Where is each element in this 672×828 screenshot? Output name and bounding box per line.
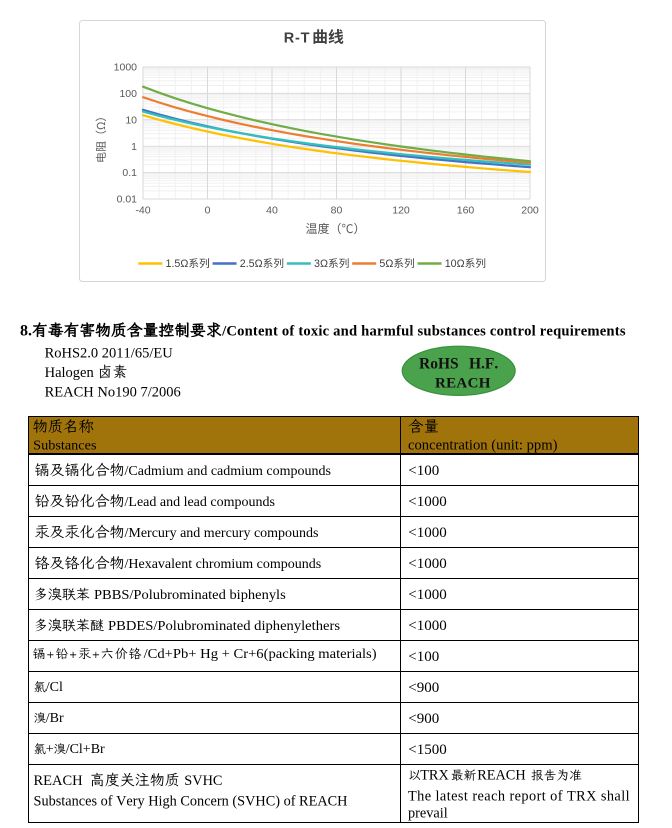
svg-text:H.F.: H.F. <box>469 355 498 372</box>
svg-text:/Cl+Br: /Cl+Br <box>66 742 105 757</box>
svg-text:<1000: <1000 <box>408 618 446 634</box>
svg-text:100: 100 <box>119 88 137 100</box>
svg-text:concentration (unit: ppm): concentration (unit: ppm) <box>408 438 558 454</box>
svg-text:<900: <900 <box>408 680 439 696</box>
svg-text:REACH: REACH <box>477 768 525 784</box>
svg-text:<1000: <1000 <box>408 525 446 541</box>
svg-text:10: 10 <box>125 114 137 126</box>
svg-text:8.: 8. <box>20 323 32 340</box>
svg-text:/Cadmium and cadmium compounds: /Cadmium and cadmium compounds <box>125 464 331 479</box>
svg-text:prevail: prevail <box>408 806 448 822</box>
svg-text:+: + <box>46 742 54 757</box>
svg-text:Substances: Substances <box>33 439 96 454</box>
svg-text:3Ω: 3Ω <box>314 258 328 270</box>
svg-text:5Ω: 5Ω <box>379 258 393 270</box>
svg-text:<900: <900 <box>408 711 439 727</box>
svg-text:/Lead and lead compounds: /Lead and lead compounds <box>125 495 275 510</box>
svg-text:10Ω: 10Ω <box>445 258 465 270</box>
svg-text:PBDES/Polubrominated diphenyle: PBDES/Polubrominated diphenylethers <box>108 619 340 634</box>
svg-text:0: 0 <box>205 205 211 217</box>
svg-text:SVHC: SVHC <box>184 773 222 789</box>
svg-text:Substances of Very High Concer: Substances of Very High Concern (SVHC) o… <box>34 794 348 810</box>
svg-text:/Mercury and mercury compounds: /Mercury and mercury compounds <box>125 526 319 541</box>
svg-text:<100: <100 <box>408 649 439 665</box>
svg-text:RoHS2.0 2011/65/EU: RoHS2.0 2011/65/EU <box>45 346 174 362</box>
svg-text:<1000: <1000 <box>408 587 446 603</box>
svg-text:1000: 1000 <box>114 62 138 74</box>
svg-text:2.5Ω: 2.5Ω <box>240 258 263 270</box>
svg-text:/Br: /Br <box>46 711 64 726</box>
svg-text:/Cd+Pb+ Hg + Cr+6(packing mate: /Cd+Pb+ Hg + Cr+6(packing materials) <box>144 647 377 662</box>
svg-text:REACH: REACH <box>34 773 84 789</box>
svg-text:40: 40 <box>266 205 278 217</box>
svg-text:/Content of toxic and harmful: /Content of toxic and harmful substances… <box>221 324 626 340</box>
svg-text:<100: <100 <box>408 463 439 479</box>
svg-text:REACH No190 7/2006: REACH No190 7/2006 <box>45 384 181 400</box>
svg-text:1: 1 <box>131 141 137 153</box>
svg-text:/Hexavalent chromium compounds: /Hexavalent chromium compounds <box>125 557 322 572</box>
svg-text:-40: -40 <box>135 205 150 217</box>
svg-text:200: 200 <box>521 205 539 217</box>
svg-text:160: 160 <box>457 205 475 217</box>
svg-text:PBBS/Polubrominated biphenyls: PBBS/Polubrominated biphenyls <box>94 588 286 603</box>
svg-text:<1000: <1000 <box>408 556 446 572</box>
svg-text:Halogen: Halogen <box>45 365 95 381</box>
svg-text:The latest reach report of TRX: The latest reach report of TRX shall <box>408 789 630 805</box>
svg-text:/Cl: /Cl <box>46 680 63 695</box>
svg-text:0.01: 0.01 <box>117 194 138 206</box>
svg-text:1.5Ω: 1.5Ω <box>166 258 189 270</box>
svg-text:<1500: <1500 <box>408 742 446 758</box>
svg-text:120: 120 <box>392 205 410 217</box>
svg-text:RoHS: RoHS <box>419 355 459 372</box>
svg-text:TRX: TRX <box>420 768 449 784</box>
svg-text:80: 80 <box>331 205 343 217</box>
svg-text:0.1: 0.1 <box>122 167 137 179</box>
svg-text:<1000: <1000 <box>408 494 446 510</box>
svg-text:R-T: R-T <box>284 31 311 47</box>
svg-text:REACH: REACH <box>435 376 491 392</box>
